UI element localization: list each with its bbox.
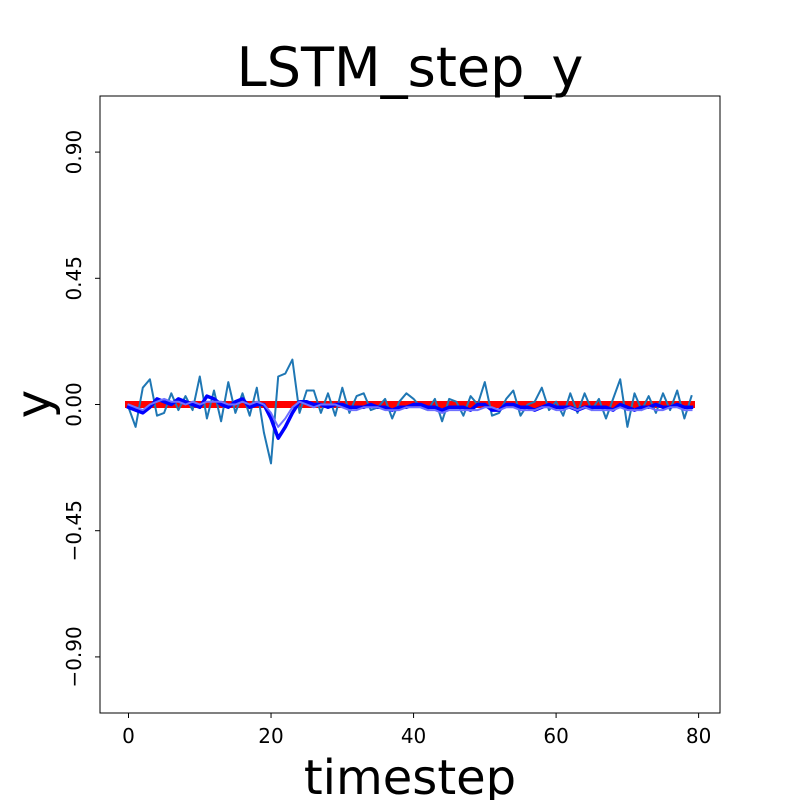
x-axis: 0 20 40 60 80 bbox=[122, 713, 711, 748]
y-tick-label: 0.45 bbox=[62, 256, 86, 301]
y-axis-label: y bbox=[6, 390, 62, 418]
series-line-1 bbox=[127, 358, 693, 465]
x-tick-label: 0 bbox=[122, 724, 135, 748]
y-tick-label: 0.00 bbox=[62, 382, 86, 427]
series-line-3 bbox=[127, 397, 693, 428]
chart-title: LSTM_step_y bbox=[237, 36, 584, 99]
y-axis: −0.90 −0.45 0.00 0.45 0.90 bbox=[62, 130, 100, 688]
y-tick-label: 0.90 bbox=[62, 130, 86, 175]
x-tick-label: 80 bbox=[686, 724, 711, 748]
x-tick-label: 40 bbox=[401, 724, 426, 748]
y-tick-label: −0.45 bbox=[62, 500, 86, 561]
series-line-2 bbox=[126, 394, 694, 440]
x-axis-label: timestep bbox=[304, 750, 516, 800]
x-tick-label: 20 bbox=[258, 724, 283, 748]
plot-area bbox=[125, 358, 695, 465]
y-tick-label: −0.90 bbox=[62, 626, 86, 687]
x-tick-label: 60 bbox=[543, 724, 568, 748]
